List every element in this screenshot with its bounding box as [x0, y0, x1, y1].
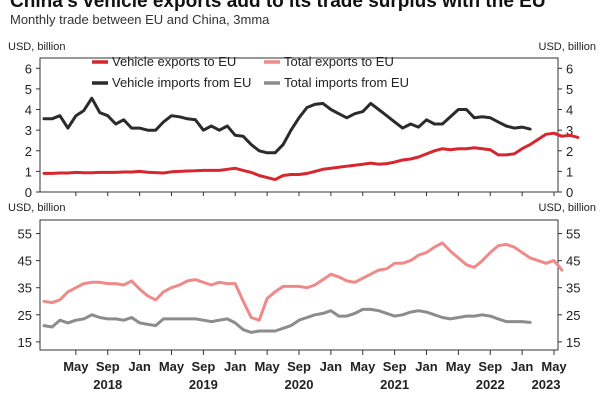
- bottom-panel: USD, billion USD, billion 15 15 25 25 35 35 45…: [8, 202, 596, 351]
- legend: Vehicle exports to EU Total exports to EU…: [92, 54, 409, 90]
- y-tick-label-right: 2: [566, 144, 573, 159]
- y-tick-label-left: 4: [25, 103, 32, 118]
- y-tick-label-right: 45: [566, 254, 580, 269]
- x-axis: May Sep Jan May Sep Jan May Sep Jan May Sep Jan May S…: [63, 192, 567, 392]
- y-tick-label-left: 6: [25, 61, 32, 76]
- y-tick-label-right: 55: [566, 227, 580, 242]
- series-line-total-imports-from-eu: [42, 307, 532, 334]
- legend-label: Vehicle imports from EU: [112, 75, 251, 90]
- bottom-unit-label-right: USD, billion: [539, 202, 596, 214]
- y-tick-label-left: 1: [25, 164, 32, 179]
- top-unit-label-left: USD, billion: [8, 41, 65, 53]
- x-year-label: 2020: [285, 377, 314, 392]
- x-tick-label: May: [446, 359, 472, 374]
- legend-label: Vehicle exports to EU: [112, 54, 236, 69]
- y-tick-label-left: 15: [18, 335, 32, 350]
- y-tick-label-right: 35: [566, 281, 580, 296]
- y-tick-label-left: 0: [25, 185, 32, 200]
- y-tick-label-right: 5: [566, 82, 573, 97]
- y-tick-label-right: 15: [566, 335, 580, 350]
- x-tick-label: Sep: [287, 359, 311, 374]
- x-year-label: 2018: [93, 377, 122, 392]
- y-tick-label-right: 1: [566, 164, 573, 179]
- x-year-label: 2023: [532, 377, 561, 392]
- y-tick-label-left: 5: [25, 82, 32, 97]
- y-tick-label-right: 6: [566, 61, 573, 76]
- x-tick-label: May: [159, 359, 185, 374]
- x-tick-label: May: [350, 359, 376, 374]
- x-year-label: 2022: [476, 377, 505, 392]
- x-tick-label: May: [254, 359, 280, 374]
- series-line-total-exports-to-eu: [42, 241, 564, 322]
- top-panel: USD, billion USD, billion 0 0 1 1 2 2 3 3 4 4 5 5 6 6…: [8, 41, 596, 200]
- y-tick-label-right: 0: [566, 185, 573, 200]
- series-line-vehicle-exports-to-eu: [42, 131, 580, 182]
- chart-title: China's vehicle exports add to its trade…: [10, 0, 546, 12]
- x-tick-label: Jan: [511, 359, 533, 374]
- y-tick-label-left: 2: [25, 144, 32, 159]
- legend-label: Total imports from EU: [284, 75, 409, 90]
- y-tick-label-left: 25: [18, 308, 32, 323]
- y-tick-label-right: 3: [566, 123, 573, 138]
- y-tick-label-right: 25: [566, 308, 580, 323]
- x-tick-label: Jan: [224, 359, 246, 374]
- bottom-unit-label-left: USD, billion: [8, 202, 65, 214]
- x-tick-label: Jan: [320, 359, 342, 374]
- x-tick-label: Sep: [191, 359, 215, 374]
- y-tick-label-left: 55: [18, 227, 32, 242]
- chart-subtitle: Monthly trade between EU and China, 3mma: [10, 12, 270, 27]
- x-tick-label: Jan: [128, 359, 150, 374]
- x-tick-label: Sep: [383, 359, 407, 374]
- x-tick-label: May: [541, 359, 567, 374]
- y-tick-label-left: 45: [18, 254, 32, 269]
- y-tick-label-left: 3: [25, 123, 32, 138]
- legend-label: Total exports to EU: [284, 54, 394, 69]
- x-year-label: 2021: [380, 377, 409, 392]
- x-tick-label: May: [63, 359, 89, 374]
- y-tick-label-left: 35: [18, 281, 32, 296]
- x-tick-label: Sep: [478, 359, 502, 374]
- top-unit-label-right: USD, billion: [539, 41, 596, 53]
- y-tick-label-right: 4: [566, 103, 573, 118]
- x-tick-label: Jan: [415, 359, 437, 374]
- x-year-label: 2019: [189, 377, 218, 392]
- series-line-vehicle-imports-from-eu: [42, 96, 532, 155]
- x-tick-label: Sep: [96, 359, 120, 374]
